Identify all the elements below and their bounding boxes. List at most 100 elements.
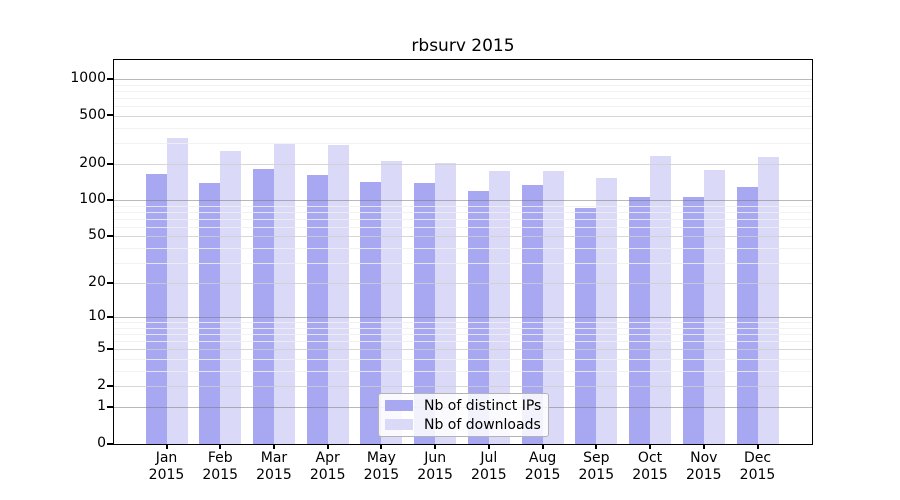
gridline-5 xyxy=(114,349,812,351)
x-tick-month: Feb xyxy=(207,450,233,466)
gridline-minor-3 xyxy=(114,370,812,372)
grid-layer xyxy=(114,60,812,444)
x-tick-mark-jul xyxy=(487,444,490,449)
y-tick-label-2: 2 xyxy=(97,377,106,393)
x-tick-label-nov: Nov 2015 xyxy=(672,450,736,484)
x-tick-year: 2015 xyxy=(363,467,400,483)
gridline-50 xyxy=(114,236,812,238)
x-tick-label-sep: Sep 2015 xyxy=(564,450,628,484)
gridline-minor-600 xyxy=(114,106,812,108)
gridline-2 xyxy=(114,386,812,387)
x-tick-year: 2015 xyxy=(202,467,239,483)
x-tick-label-mar: Mar 2015 xyxy=(242,450,306,484)
gridline-minor-70 xyxy=(114,218,812,220)
x-tick-mark-jun xyxy=(434,444,437,449)
gridline-minor-9 xyxy=(114,322,812,324)
gridline-minor-8 xyxy=(114,328,812,329)
gridline-200 xyxy=(114,164,812,165)
legend-entry-downloads: Nb of downloads xyxy=(385,417,541,433)
x-tick-year: 2015 xyxy=(685,467,722,483)
bar-downloads-aug xyxy=(542,170,564,444)
x-tick-year: 2015 xyxy=(417,467,453,483)
legend-entry-distinct-ips: Nb of distinct IPs xyxy=(385,398,541,414)
y-tick-label-1000: 1000 xyxy=(70,70,106,87)
x-tick-mark-jan xyxy=(165,444,168,449)
x-tick-mark-may xyxy=(380,444,383,449)
y-tick-mark-1000 xyxy=(107,77,113,80)
gridline-minor-4 xyxy=(114,359,812,360)
x-tick-label-jul: Jul 2015 xyxy=(457,450,521,484)
x-tick-mark-oct xyxy=(649,444,652,449)
gridline-1000 xyxy=(114,79,812,81)
x-tick-label-apr: Apr 2015 xyxy=(296,450,360,484)
y-tick-label-50: 50 xyxy=(88,227,106,244)
x-tick-label-jun: Jun 2015 xyxy=(403,450,467,484)
bar-downloads-jun xyxy=(435,162,457,444)
bar-downloads-dec xyxy=(757,157,779,444)
y-tick-label-500: 500 xyxy=(79,106,106,123)
x-tick-label-oct: Oct 2015 xyxy=(618,450,682,484)
legend-label-distinct-ips: Nb of distinct IPs xyxy=(424,397,542,414)
bar-downloads-nov xyxy=(703,169,725,444)
x-tick-mark-apr xyxy=(326,444,329,449)
x-tick-label-aug: Aug 2015 xyxy=(511,450,575,484)
bar-distinct-ips-sep xyxy=(575,207,597,444)
legend: Nb of distinct IPs Nb of downloads xyxy=(378,393,550,437)
gridline-minor-300 xyxy=(114,142,812,144)
gridline-minor-6 xyxy=(114,341,812,343)
x-tick-year: 2015 xyxy=(309,467,346,483)
plot-area xyxy=(113,59,813,445)
bar-distinct-ips-oct xyxy=(629,197,651,444)
gridline-100 xyxy=(114,200,812,202)
x-tick-month: Jun xyxy=(424,450,447,466)
bar-downloads-sep xyxy=(596,178,618,444)
y-tick-mark-100 xyxy=(107,198,113,201)
y-tick-label-20: 20 xyxy=(88,274,106,291)
x-tick-month: Mar xyxy=(260,450,288,466)
bar-distinct-ips-jan xyxy=(145,173,167,444)
y-tick-mark-0 xyxy=(107,442,113,445)
x-tick-year: 2015 xyxy=(148,467,185,483)
y-tick-label-5: 5 xyxy=(97,340,106,357)
gridline-minor-900 xyxy=(114,84,812,86)
y-tick-mark-2 xyxy=(107,384,113,387)
x-tick-mark-nov xyxy=(702,444,705,449)
gridline-500 xyxy=(114,115,812,117)
y-tick-label-200: 200 xyxy=(79,155,106,171)
x-tick-month: Dec xyxy=(743,450,772,466)
x-tick-mark-sep xyxy=(595,444,598,449)
bar-distinct-ips-aug xyxy=(521,184,543,444)
x-tick-mark-aug xyxy=(541,444,544,449)
x-tick-year: 2015 xyxy=(578,467,615,483)
gridline-minor-7 xyxy=(114,334,812,336)
bar-downloads-apr xyxy=(327,145,349,444)
x-tick-year: 2015 xyxy=(256,467,292,483)
y-tick-mark-10 xyxy=(107,315,113,318)
bar-distinct-ips-dec xyxy=(736,187,758,444)
y-tick-mark-200 xyxy=(107,162,113,165)
x-tick-month: Oct xyxy=(637,450,663,466)
bar-downloads-may xyxy=(381,160,403,444)
x-tick-mark-dec xyxy=(756,444,759,449)
x-tick-year: 2015 xyxy=(632,467,668,483)
y-tick-mark-500 xyxy=(107,114,113,117)
gridline-minor-400 xyxy=(114,127,812,129)
bar-distinct-ips-mar xyxy=(252,168,274,444)
x-tick-mark-feb xyxy=(219,444,222,449)
gridline-minor-60 xyxy=(114,227,812,228)
bar-downloads-jan xyxy=(166,137,188,444)
y-tick-label-100: 100 xyxy=(79,191,106,208)
x-tick-label-feb: Feb 2015 xyxy=(188,450,252,484)
x-tick-mark-mar xyxy=(272,444,275,449)
bars-layer xyxy=(114,60,812,444)
y-tick-label-1: 1 xyxy=(97,398,106,415)
legend-label-downloads: Nb of downloads xyxy=(424,416,541,433)
chart-title: rbsurv 2015 xyxy=(411,36,515,56)
bar-downloads-jul xyxy=(488,170,510,444)
legend-swatch-distinct-ips-icon xyxy=(385,400,413,411)
y-tick-mark-20 xyxy=(107,281,113,284)
x-tick-year: 2015 xyxy=(471,467,507,483)
x-tick-month: Jan xyxy=(155,450,178,466)
x-tick-month: Apr xyxy=(315,450,340,466)
